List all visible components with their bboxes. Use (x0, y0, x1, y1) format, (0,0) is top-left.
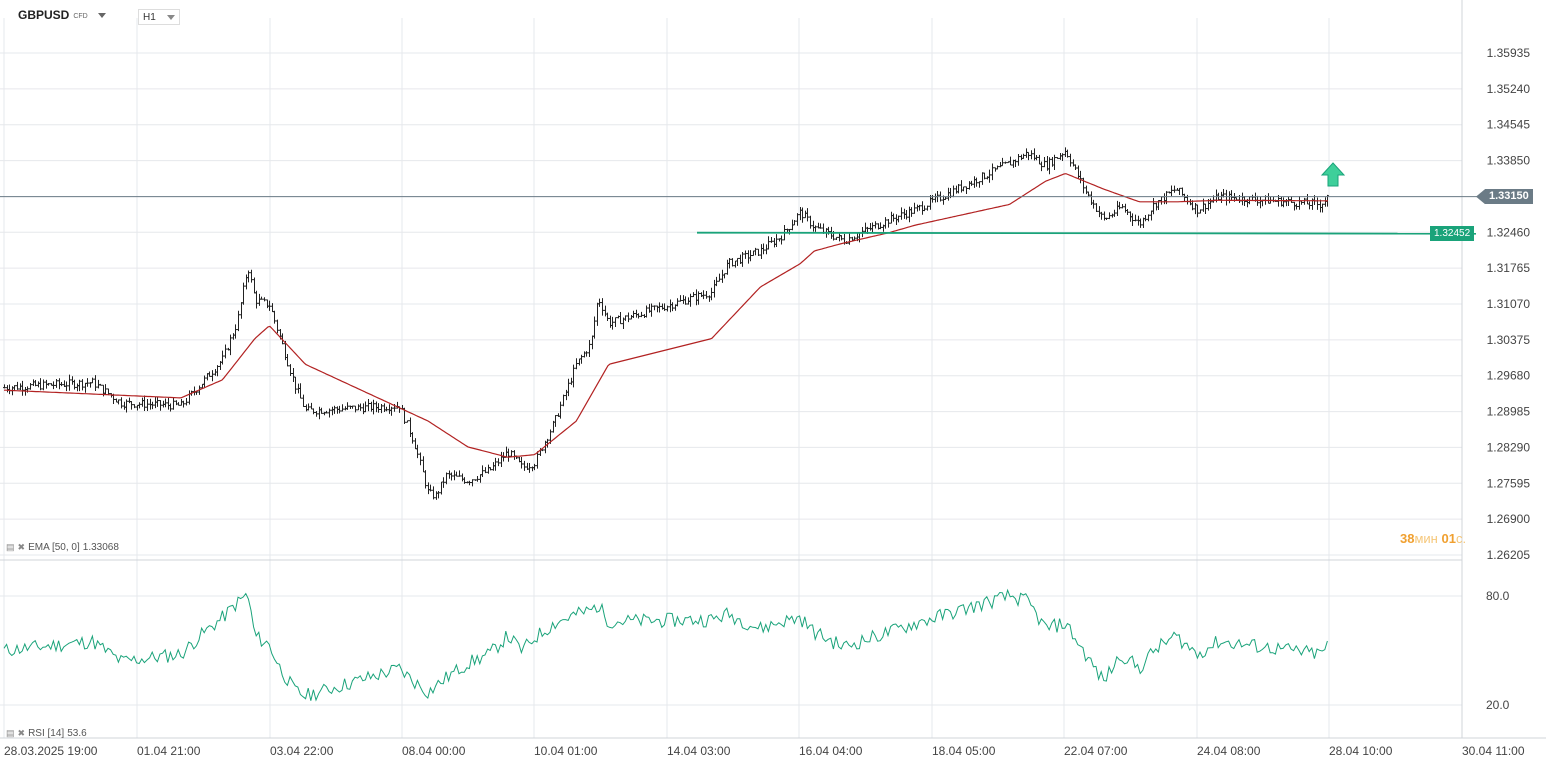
ema-name: EMA [50, 0] (28, 542, 80, 553)
time-tick-label: 30.04 11:00 (1462, 744, 1525, 758)
menu-icon[interactable]: ▤ (6, 728, 15, 738)
price-tick-label: 1.34545 (1487, 118, 1531, 132)
chart-grid (0, 0, 1546, 739)
countdown-sec-unit: с. (1455, 531, 1467, 546)
price-tick-label: 1.28290 (1487, 440, 1531, 454)
timeframe-value: H1 (143, 11, 156, 23)
price-axis[interactable]: 1.35935 1.35240 1.34545 1.33850 1.32460 1.317… (1487, 46, 1531, 562)
rsi-tick-label: 80.0 (1486, 589, 1510, 603)
ema-indicator-label[interactable]: ▤ ✖ EMA [50, 0] 1.33068 (6, 542, 119, 553)
chevron-down-icon (167, 14, 175, 20)
countdown-minutes: 38 (1400, 531, 1415, 546)
price-tick-label: 1.31765 (1487, 261, 1531, 275)
price-tick-label: 1.29680 (1487, 369, 1531, 383)
time-tick-label: 24.04 08:00 (1197, 744, 1261, 758)
close-icon[interactable]: ✖ (17, 728, 26, 738)
price-tick-label: 1.35935 (1487, 46, 1531, 60)
time-tick-label: 28.03.2025 19:00 (4, 744, 98, 758)
time-tick-label: 14.04 03:00 (667, 744, 731, 758)
time-tick-label: 16.04 04:00 (799, 744, 863, 758)
time-tick-label: 03.04 22:00 (270, 744, 334, 758)
rsi-axis: 80.0 20.0 (1486, 589, 1510, 712)
price-tick-label: 1.32460 (1487, 225, 1531, 239)
rsi-tick-label: 20.0 (1486, 698, 1510, 712)
price-tick-label: 1.35240 (1487, 82, 1531, 96)
price-bars (3, 147, 1329, 500)
price-tick-label: 1.28985 (1487, 405, 1531, 419)
rsi-line (3, 588, 1328, 702)
time-tick-label: 22.04 07:00 (1064, 744, 1128, 758)
menu-icon[interactable]: ▤ (6, 542, 15, 552)
time-tick-label: 01.04 21:00 (137, 744, 201, 758)
ema-line (4, 173, 1328, 458)
price-pointer (1476, 189, 1485, 205)
rsi-name: RSI [14] (28, 728, 65, 739)
price-tick-label: 1.31070 (1487, 297, 1531, 311)
chevron-down-icon (97, 12, 106, 18)
time-tick-label: 08.04 00:00 (402, 744, 466, 758)
instrument-type: CFD (73, 12, 88, 20)
symbol-name: GBPUSD (18, 8, 70, 22)
price-tick-label: 1.27595 (1487, 476, 1531, 490)
rsi-value: 53.6 (67, 728, 87, 739)
countdown-min-unit: мин (1414, 531, 1438, 546)
support-level-badge: 1.32452 (1430, 225, 1475, 241)
symbol-selector[interactable]: GBPUSD CFD (18, 8, 106, 22)
price-tick-label: 1.30375 (1487, 333, 1531, 347)
countdown-seconds: 01 (1441, 531, 1456, 546)
timeframe-selector[interactable]: H1 (138, 9, 180, 25)
time-tick-label: 10.04 01:00 (534, 744, 598, 758)
time-axis[interactable]: 28.03.2025 19:00 01.04 21:00 03.04 22:00 08… (4, 744, 1525, 758)
price-tick-label: 1.26205 (1487, 548, 1531, 562)
ema-value: 1.33068 (82, 542, 119, 553)
time-tick-label: 28.04 10:00 (1329, 744, 1393, 758)
price-tick-label: 1.26900 (1487, 512, 1531, 526)
current-price-badge: 1.33150 (1485, 188, 1533, 204)
up-arrow-icon (1320, 162, 1346, 187)
time-tick-label: 18.04 05:00 (932, 744, 996, 758)
close-icon[interactable]: ✖ (17, 542, 26, 552)
bar-countdown: 38мин 01с. (1400, 531, 1466, 546)
support-line[interactable] (696, 231, 1477, 235)
rsi-indicator-label[interactable]: ▤ ✖ RSI [14] 53.6 (6, 728, 87, 739)
price-tick-label: 1.33850 (1487, 154, 1531, 168)
